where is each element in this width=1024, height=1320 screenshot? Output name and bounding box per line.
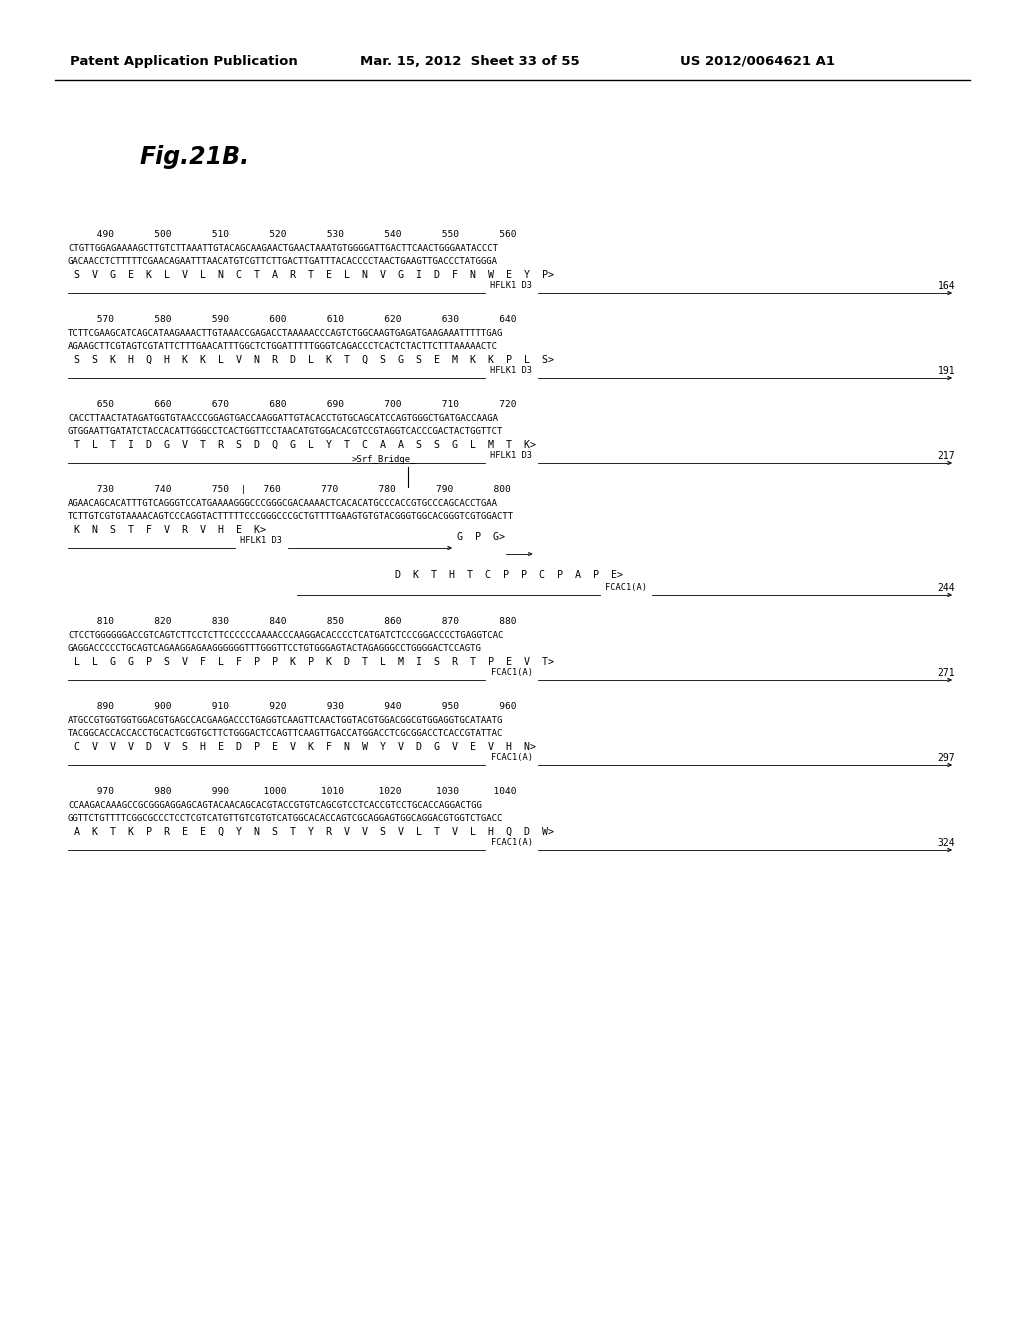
Text: AGAACAGCACATTTGTCAGGGTCCATGAAAAGGGCCCGGGCGACAAAACTCACACATGCCCACCGTGCCCAGCACCTGAA: AGAACAGCACATTTGTCAGGGTCCATGAAAAGGGCCCGGG… bbox=[68, 499, 498, 508]
Text: 730       740       750  |   760       770       780       790       800: 730 740 750 | 760 770 780 790 800 bbox=[68, 484, 511, 494]
Text: GTGGAATTGATATCTACCACATTGGGCCTCACTGGTTCCTAACATGTGGACACGTCCGTAGGTCACCCGACTACTGGTTC: GTGGAATTGATATCTACCACATTGGGCCTCACTGGTTCCT… bbox=[68, 426, 504, 436]
Text: 244: 244 bbox=[937, 583, 955, 593]
Text: CACCTTAACTATAGATGGTGTAACCCGGAGTGACCAAGGATTGTACACCTGTGCAGCATCCAGTGGGCTGATGACCAAGA: CACCTTAACTATAGATGGTGTAACCCGGAGTGACCAAGGA… bbox=[68, 414, 498, 422]
Text: 297: 297 bbox=[937, 752, 955, 763]
Text: CTGTTGGAGAAAAGCTTGTCTTAAATTGTACAGCAAGAACTGAACTAAATGTGGGGATTGACTTCAACTGGGAATACCCT: CTGTTGGAGAAAAGCTTGTCTTAAATTGTACAGCAAGAAC… bbox=[68, 244, 498, 253]
Text: 570       580       590       600       610       620       630       640: 570 580 590 600 610 620 630 640 bbox=[68, 315, 516, 323]
Text: FCAC1(A): FCAC1(A) bbox=[490, 752, 532, 762]
Text: 490       500       510       520       530       540       550       560: 490 500 510 520 530 540 550 560 bbox=[68, 230, 516, 239]
Text: ATGCCGTGGTGGTGGACGTGAGCCACGAAGACCCTGAGGTCAAGTTCAACTGGTACGTGGACGGCGTGGAGGTGCATAAT: ATGCCGTGGTGGTGGACGTGAGCCACGAAGACCCTGAGGT… bbox=[68, 715, 504, 725]
Text: TCTTGTCGTGTAAAACAGTCCCAGGTACTTTTTCCCGGGCCCGCTGTTTTGAAGTGTGTACGGGTGGCACGGGTCGTGGA: TCTTGTCGTGTAAAACAGTCCCAGGTACTTTTTCCCGGGC… bbox=[68, 512, 514, 521]
Text: US 2012/0064621 A1: US 2012/0064621 A1 bbox=[680, 55, 835, 69]
Text: 810       820       830       840       850       860       870       880: 810 820 830 840 850 860 870 880 bbox=[68, 616, 516, 626]
Text: K  N  S  T  F  V  R  V  H  E  K>: K N S T F V R V H E K> bbox=[68, 525, 266, 535]
Text: GACAACCTCTTTTTCGAACAGAATTTAACATGTCGTTCTTGACTTGATTTACACCCCTAACTGAAGTTGACCCTATGGGA: GACAACCTCTTTTTCGAACAGAATTTAACATGTCGTTCTT… bbox=[68, 257, 498, 267]
Text: S  S  K  H  Q  H  K  K  L  V  N  R  D  L  K  T  Q  S  G  S  E  M  K  K  P  L  S>: S S K H Q H K K L V N R D L K T Q S G S … bbox=[68, 355, 554, 366]
Text: 217: 217 bbox=[937, 451, 955, 461]
Text: D  K  T  H  T  C  P  P  C  P  A  P  E>: D K T H T C P P C P A P E> bbox=[389, 570, 624, 579]
Text: 164: 164 bbox=[937, 281, 955, 290]
Text: 970       980       990      1000      1010      1020      1030      1040: 970 980 990 1000 1010 1020 1030 1040 bbox=[68, 787, 516, 796]
Text: 324: 324 bbox=[937, 838, 955, 847]
Text: L  L  G  G  P  S  V  F  L  F  P  P  K  P  K  D  T  L  M  I  S  R  T  P  E  V  T>: L L G G P S V F L F P P K P K D T L M I … bbox=[68, 657, 554, 667]
Text: FCAC1(A): FCAC1(A) bbox=[490, 668, 532, 677]
Text: HFLK1 D3: HFLK1 D3 bbox=[490, 281, 532, 290]
Text: HFLK1 D3: HFLK1 D3 bbox=[490, 451, 532, 459]
Text: TCTTCGAAGCATCAGCATAAGAAACTTGTAAACCGAGACCTAAAAACCCAGTCTGGCAAGTGAGATGAAGAAATTTTTGA: TCTTCGAAGCATCAGCATAAGAAACTTGTAAACCGAGACC… bbox=[68, 329, 504, 338]
Text: T  L  T  I  D  G  V  T  R  S  D  Q  G  L  Y  T  C  A  A  S  S  G  L  M  T  K>: T L T I D G V T R S D Q G L Y T C A A S … bbox=[68, 440, 536, 450]
Text: TACGGCACCACCACCTGCACTCGGTGCTTCTGGGACTCCAGTTCAAGTTGACCATGGACCTCGCGGACCTCACCGTATTA: TACGGCACCACCACCTGCACTCGGTGCTTCTGGGACTCCA… bbox=[68, 729, 504, 738]
Text: Patent Application Publication: Patent Application Publication bbox=[70, 55, 298, 69]
Text: FCAC1(A): FCAC1(A) bbox=[490, 838, 532, 847]
Text: HFLK1 D3: HFLK1 D3 bbox=[241, 536, 283, 545]
Text: AGAAGCTTCGTAGTCGTATTCTTTGAACATTTGGCTCTGGATTTTTGGGTCAGACCCTCACTCTACTTCTTTAAAAACTC: AGAAGCTTCGTAGTCGTATTCTTTGAACATTTGGCTCTGG… bbox=[68, 342, 498, 351]
Text: 191: 191 bbox=[937, 366, 955, 376]
Text: CTCCTGGGGGGACCGTCAGTCTTCCTCTTCCCCCCAAAACCCAAGGACACCCCTCATGATCTCCCGGACCCCTGAGGTCA: CTCCTGGGGGGACCGTCAGTCTTCCTCTTCCCCCCAAAAC… bbox=[68, 631, 504, 640]
Text: S  V  G  E  K  L  V  L  N  C  T  A  R  T  E  L  N  V  G  I  D  F  N  W  E  Y  P>: S V G E K L V L N C T A R T E L N V G I … bbox=[68, 271, 554, 280]
Text: >Srf_Bridge_: >Srf_Bridge_ bbox=[351, 455, 416, 465]
Text: A  K  T  K  P  R  E  E  Q  Y  N  S  T  Y  R  V  V  S  V  L  T  V  L  H  Q  D  W>: A K T K P R E E Q Y N S T Y R V V S V L … bbox=[68, 828, 554, 837]
Text: CCAAGACAAAGCCGCGGGAGGAGCAGTACAACAGCACGTACCGTGTCAGCGTCCTCACCGTCCTGCACCAGGACTGG: CCAAGACAAAGCCGCGGGAGGAGCAGTACAACAGCACGTA… bbox=[68, 801, 482, 810]
Text: FCAC1(A): FCAC1(A) bbox=[605, 583, 647, 591]
Text: 890       900       910       920       930       940       950       960: 890 900 910 920 930 940 950 960 bbox=[68, 702, 516, 711]
Text: GAGGACCCCCTGCAGTCAGAAGGAGAAGGGGGGTTTGGGTTCCTGTGGGAGTACTAGAGGGCCTGGGGACTCCAGTG: GAGGACCCCCTGCAGTCAGAAGGAGAAGGGGGGTTTGGGT… bbox=[68, 644, 482, 653]
Text: G  P  G>: G P G> bbox=[451, 532, 505, 543]
Text: GGTTCTGTTTTCGGCGCCCTCCTCGTCATGTTGTCGTGTCATGGCACACCAGTCGCAGGAGTGGCAGGACGTGGTCTGAC: GGTTCTGTTTTCGGCGCCCTCCTCGTCATGTTGTCGTGTC… bbox=[68, 814, 504, 822]
Text: 650       660       670       680       690       700       710       720: 650 660 670 680 690 700 710 720 bbox=[68, 400, 516, 409]
Text: HFLK1 D3: HFLK1 D3 bbox=[490, 366, 532, 375]
Text: 271: 271 bbox=[937, 668, 955, 678]
Text: Fig.21B.: Fig.21B. bbox=[140, 145, 250, 169]
Text: C  V  V  V  D  V  S  H  E  D  P  E  V  K  F  N  W  Y  V  D  G  V  E  V  H  N>: C V V V D V S H E D P E V K F N W Y V D … bbox=[68, 742, 536, 752]
Text: Mar. 15, 2012  Sheet 33 of 55: Mar. 15, 2012 Sheet 33 of 55 bbox=[360, 55, 580, 69]
